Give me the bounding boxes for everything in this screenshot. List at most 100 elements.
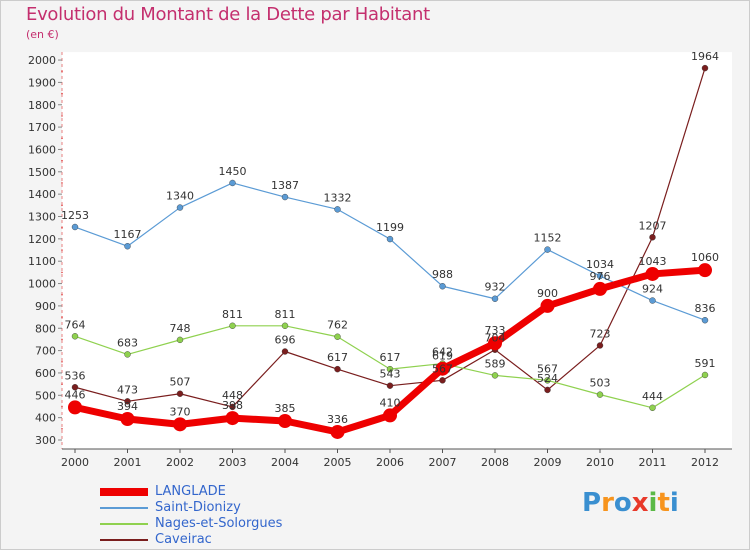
data-label-saint-dionizy: 836 — [695, 302, 716, 315]
data-label-caveirac: 448 — [222, 389, 243, 402]
data-label-nages-et-solorgues: 591 — [695, 357, 716, 370]
x-tick-label: 2003 — [219, 456, 247, 469]
x-tick-label: 2004 — [271, 456, 299, 469]
data-label-langlade: 370 — [170, 405, 191, 418]
x-tick-label: 2002 — [166, 456, 194, 469]
data-label-caveirac: 617 — [327, 351, 348, 364]
plot-area — [62, 52, 732, 450]
data-label-caveirac: 1964 — [691, 50, 719, 63]
data-label-nages-et-solorgues: 444 — [642, 390, 663, 403]
logo-letter: t — [657, 488, 670, 518]
data-label-nages-et-solorgues: 811 — [275, 308, 296, 321]
y-minor-dot — [61, 360, 63, 363]
x-tick-label: 2011 — [639, 456, 667, 469]
data-label-caveirac: 567 — [432, 362, 453, 375]
y-minor-dot — [61, 182, 63, 184]
data-label-langlade: 619 — [432, 350, 453, 363]
data-label-saint-dionizy: 1167 — [114, 228, 142, 241]
data-point-langlade — [435, 361, 450, 376]
data-point-saint-dionizy — [229, 179, 236, 187]
data-point-caveirac — [229, 403, 236, 411]
data-point-saint-dionizy — [649, 297, 656, 304]
data-point-nages-et-solorgues — [71, 333, 79, 340]
y-minor-dot — [61, 226, 63, 229]
data-label-nages-et-solorgues: 589 — [485, 357, 506, 370]
data-point-langlade — [593, 281, 607, 296]
chart-title: Evolution du Montant de la Dette par Hab… — [26, 4, 430, 25]
data-point-nages-et-solorgues — [491, 372, 499, 379]
data-label-langlade: 336 — [327, 413, 348, 426]
data-point-saint-dionizy — [386, 235, 394, 243]
x-tick-label: 2007 — [429, 456, 457, 469]
y-tick-label: 1400 — [28, 188, 56, 201]
data-label-saint-dionizy: 1253 — [61, 209, 89, 222]
data-label-langlade: 1043 — [639, 255, 667, 268]
data-point-langlade — [488, 336, 502, 351]
y-tick-label: 1900 — [28, 76, 56, 89]
data-point-nages-et-solorgues — [701, 371, 709, 379]
y-minor-dot — [61, 383, 63, 385]
data-label-nages-et-solorgues: 748 — [170, 322, 191, 335]
y-tick-label: 400 — [35, 412, 56, 425]
y-minor-dot — [61, 405, 63, 408]
data-point-nages-et-solorgues — [176, 336, 184, 344]
data-label-nages-et-solorgues: 567 — [537, 362, 558, 375]
data-point-caveirac — [281, 348, 289, 355]
data-label-langlade: 385 — [275, 402, 296, 415]
data-label-saint-dionizy: 1034 — [586, 258, 614, 271]
data-label-langlade: 398 — [222, 399, 243, 412]
y-minor-dot — [61, 338, 63, 341]
x-tick-label: 2010 — [586, 456, 614, 469]
chart-subtitle: (en €) — [26, 28, 59, 41]
data-point-langlade — [645, 266, 660, 281]
logo-letter: P — [582, 488, 602, 518]
y-tick-label: 800 — [35, 322, 56, 335]
data-label-saint-dionizy: 932 — [485, 281, 506, 294]
data-label-saint-dionizy: 1340 — [166, 190, 194, 203]
data-point-nages-et-solorgues — [281, 322, 289, 329]
legend-label: Saint-Dionizy — [155, 500, 241, 515]
data-point-saint-dionizy — [281, 193, 289, 201]
data-point-saint-dionizy — [176, 204, 184, 211]
data-label-caveirac: 1207 — [639, 219, 667, 232]
legend-item: Caveirac — [100, 532, 360, 548]
legend-swatch — [100, 539, 148, 541]
legend-label: Nages-et-Solorgues — [155, 516, 283, 531]
legend-swatch — [100, 488, 148, 496]
data-point-langlade — [383, 408, 397, 423]
data-label-langlade: 900 — [537, 287, 558, 300]
y-tick-label: 1800 — [28, 99, 56, 112]
data-point-langlade — [330, 424, 345, 439]
data-label-saint-dionizy: 1387 — [271, 179, 299, 192]
data-label-langlade: 976 — [590, 270, 611, 283]
data-point-saint-dionizy — [596, 272, 604, 280]
data-point-caveirac — [596, 342, 604, 349]
data-point-langlade — [120, 411, 135, 426]
legend-item: LANGLADE — [100, 484, 360, 500]
x-tick-label: 2009 — [534, 456, 562, 469]
data-label-caveirac: 704 — [485, 332, 506, 345]
data-point-nages-et-solorgues — [334, 333, 341, 340]
legend-label: LANGLADE — [155, 484, 226, 499]
data-point-nages-et-solorgues — [596, 391, 604, 398]
legend-label: Caveirac — [155, 532, 212, 547]
legend-item: Nages-et-Solorgues — [100, 516, 360, 532]
y-tick-label: 1300 — [28, 211, 56, 224]
data-point-caveirac — [544, 386, 551, 394]
data-point-caveirac — [71, 384, 79, 391]
data-point-langlade — [278, 414, 292, 429]
x-tick-label: 2012 — [691, 456, 719, 469]
y-tick-label: 300 — [35, 434, 56, 447]
y-tick-label: 1100 — [28, 255, 56, 268]
y-tick-label: 1700 — [28, 121, 56, 134]
data-label-nages-et-solorgues: 764 — [65, 318, 86, 331]
data-point-langlade — [173, 417, 187, 432]
data-label-caveirac: 507 — [170, 376, 191, 389]
x-tick-label: 2005 — [324, 456, 352, 469]
legend-swatch — [100, 523, 148, 525]
data-point-caveirac — [649, 234, 656, 241]
data-label-caveirac: 536 — [65, 369, 86, 382]
proxiti-logo: Proxiti — [582, 488, 679, 518]
y-minor-dot — [61, 70, 63, 73]
data-label-nages-et-solorgues: 762 — [327, 319, 348, 332]
